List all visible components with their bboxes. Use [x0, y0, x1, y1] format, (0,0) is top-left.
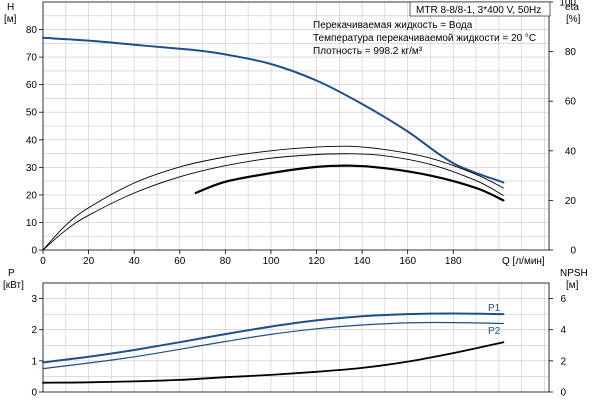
bottom-left-tick-label: 3 [31, 294, 37, 305]
top-left-tick-label: 10 [26, 218, 38, 229]
top-right-axis-title: eta [565, 2, 579, 13]
power-p2-curve [42, 321, 504, 370]
bottom-plot-frame [42, 282, 550, 393]
top-right-tick-label: 60 [565, 97, 577, 108]
efficiency-curve-upper [42, 145, 504, 251]
frame-layer [42, 1, 550, 393]
ticks-layer: 0 20 40 60 80 100 120 140 160 1800102030405060708… [26, 0, 577, 399]
bottom-left-tick-label: 0 [31, 388, 37, 399]
x-tick-label: 160 [399, 256, 416, 267]
top-right-tick-label: 0 [570, 246, 576, 257]
top-left-tick-label: 50 [26, 108, 38, 119]
top-right-tick-label: 40 [565, 146, 577, 157]
x-tick-label: 60 [174, 256, 186, 267]
top-right-tick-label: 100 [559, 0, 576, 9]
bottom-left-tick-label: 2 [31, 325, 37, 336]
top-right-axis-unit: [%] [566, 14, 581, 25]
info-line-2: Температура перекачиваемой жидкости = 20… [313, 33, 536, 44]
head-curve [42, 36, 505, 184]
top-left-tick-label: 0 [31, 246, 37, 257]
series-layer [42, 36, 505, 384]
x-tick-label: 120 [308, 256, 325, 267]
top-left-tick-label: 60 [26, 80, 38, 91]
efficiency-curve-duty [194, 164, 505, 202]
x-tick-label: 80 [220, 256, 232, 267]
top-left-tick-label: 70 [26, 53, 38, 64]
bottom-right-axis-title: NPSH [560, 268, 588, 279]
bottom-right-axis-unit: [м] [566, 280, 579, 291]
grid-layer [43, 2, 549, 392]
bottom-left-axis-unit: [кВт] [3, 280, 24, 291]
x-axis-title: Q [л/мин] [502, 256, 545, 267]
bottom-right-tick-label: 0 [560, 388, 566, 399]
bottom-left-axis-title: P [8, 268, 15, 279]
x-tick-label: 100 [263, 256, 280, 267]
top-left-axis-unit: [м] [4, 14, 17, 25]
power-p1-curve [42, 312, 505, 364]
top-right-tick-label: 20 [565, 196, 577, 207]
model-label-box [409, 1, 551, 17]
x-tick-label: 140 [354, 256, 371, 267]
bottom-right-tick-label: 4 [560, 325, 566, 336]
bottom-right-tick-label: 6 [560, 294, 566, 305]
legend-p2: P2 [488, 326, 501, 337]
top-left-tick-label: 80 [26, 25, 38, 36]
legend-p1: P1 [488, 303, 501, 314]
info-line-1: Перекачиваемая жидкость = Вода [313, 20, 473, 31]
x-tick-label: 180 [445, 256, 462, 267]
info-line-3: Плотность = 998.2 кг/м³ [313, 46, 423, 57]
bottom-left-tick-label: 1 [31, 356, 37, 367]
x-tick-label: 20 [83, 256, 95, 267]
bottom-right-tick-label: 2 [560, 356, 566, 367]
top-left-tick-label: 40 [26, 135, 38, 146]
top-left-axis-title: H [7, 2, 14, 13]
x-tick-label: 40 [129, 256, 141, 267]
efficiency-curve-lower [42, 153, 504, 251]
npsh-curve [42, 341, 505, 384]
top-left-tick-label: 20 [26, 190, 38, 201]
x-tick-label: 0 [40, 256, 46, 267]
top-left-tick-label: 30 [26, 163, 38, 174]
top-plot-frame [42, 1, 550, 251]
model-label: MTR 8-8/8-1, 3*400 V, 50Hz [416, 5, 541, 16]
top-right-tick-label: 80 [565, 47, 577, 58]
